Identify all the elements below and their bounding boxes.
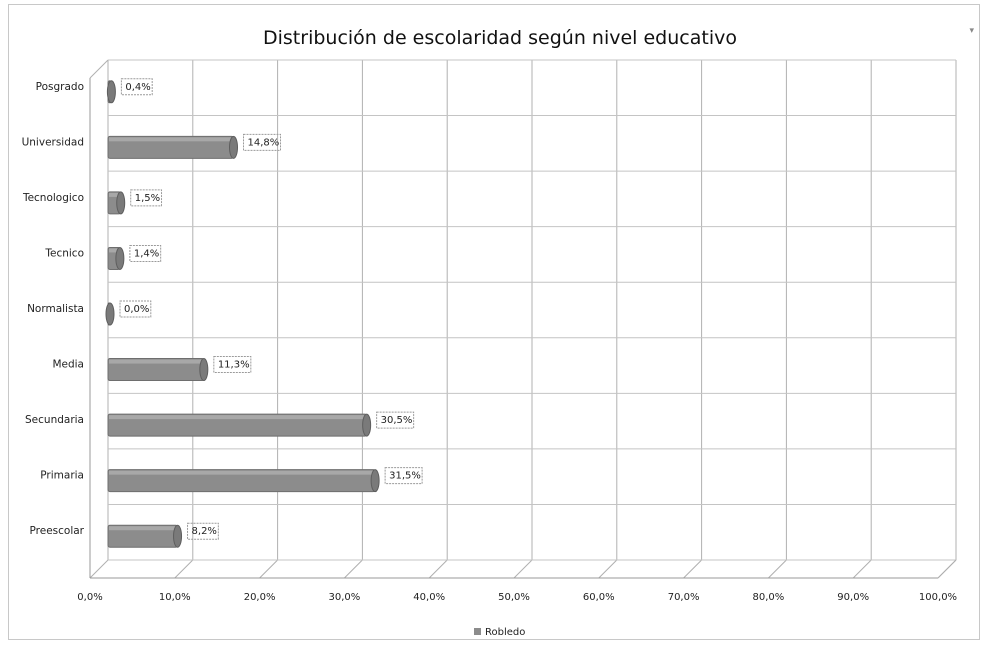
bar-cap (199, 358, 209, 382)
x-tick-label: 80,0% (753, 592, 785, 603)
data-label-box (243, 133, 282, 151)
bar-highlight (109, 248, 119, 253)
bar-cap (229, 135, 239, 159)
bar-highlight (109, 470, 375, 475)
data-label: 30,5% (381, 415, 413, 426)
bar-cap (115, 246, 125, 270)
data-label-box (187, 522, 219, 540)
bar-highlight (109, 526, 177, 531)
data-label-box (384, 467, 423, 485)
category-label: Secundaria (25, 414, 84, 426)
bar-cap (173, 524, 183, 548)
x-tick-label: 10,0% (159, 592, 191, 603)
data-label: 31,5% (389, 471, 421, 482)
gridline-floor (852, 559, 872, 579)
bar-highlight (109, 359, 203, 364)
category-label: Universidad (22, 136, 84, 148)
x-tick-labels: 0,0% 10,0% 20,0% 30,0% 40,0% 50,0% 60,0% 70,0% 8… (77, 592, 957, 603)
data-label-box (376, 411, 415, 429)
data-label: 1,4% (134, 248, 159, 259)
bars (105, 80, 380, 548)
data-label-box (120, 78, 153, 96)
data-label: 8,2% (192, 526, 217, 537)
x-tick-label: 70,0% (668, 592, 700, 603)
legend-label: Robledo (485, 627, 525, 638)
gridline-floor (768, 559, 787, 579)
gridline-floor (174, 559, 194, 579)
bar-cap (370, 469, 380, 493)
data-label: 0,0% (124, 304, 149, 315)
bar-highlight (109, 137, 233, 142)
wall-edge (89, 59, 109, 79)
gridline-floor (513, 559, 533, 579)
chart-title: Distribución de escolaridad según nivel … (263, 27, 737, 49)
data-label: 14,8% (248, 137, 280, 148)
data-label-box (129, 244, 162, 262)
gridline-floor (344, 559, 363, 579)
gridline-floor (683, 559, 702, 579)
x-tick-label: 20,0% (244, 592, 276, 603)
x-tick-label: 40,0% (413, 592, 445, 603)
x-tick-label: 90,0% (837, 592, 869, 603)
bar-cap (106, 80, 116, 104)
gridline-floor (598, 559, 618, 579)
category-label: Media (52, 359, 84, 371)
gridline-floor (259, 559, 278, 579)
gridline-floor (428, 559, 448, 579)
data-label: 11,3% (218, 360, 250, 371)
bar-cap (362, 413, 372, 437)
data-labels: 0,4% 14,8% 1,5% 1,4% 0,0% 11,3% 30,5% 31,5% 8,2% (119, 78, 423, 540)
bar-highlight (109, 192, 120, 197)
gridline-floor (89, 559, 109, 579)
bar-cap (116, 191, 126, 215)
x-tick-label: 100,0% (919, 592, 957, 603)
data-label-box (119, 300, 152, 318)
bar-cap (105, 302, 115, 326)
x-tick-label: 50,0% (498, 592, 530, 603)
corner-mark: ▾ (969, 26, 974, 36)
legend-swatch (474, 628, 481, 635)
x-tick-label: 0,0% (77, 592, 102, 603)
x-tick-label: 30,0% (329, 592, 361, 603)
category-label: Tecnologico (22, 192, 84, 204)
data-label: 1,5% (135, 193, 160, 204)
category-labels: Posgrado Universidad Tecnologico Tecnico Nor… (22, 81, 85, 537)
bar-highlight (109, 415, 366, 420)
category-label: Normalista (27, 303, 84, 315)
data-label-box (213, 356, 252, 374)
floor-edge (937, 559, 957, 579)
data-label-box (130, 189, 163, 207)
category-label: Primaria (40, 470, 84, 482)
category-label: Tecnico (44, 247, 84, 259)
category-label: Posgrado (36, 81, 84, 93)
legend: Robledo (474, 627, 525, 638)
data-label: 0,4% (125, 82, 150, 93)
category-label: Preescolar (30, 525, 85, 537)
x-tick-label: 60,0% (583, 592, 615, 603)
